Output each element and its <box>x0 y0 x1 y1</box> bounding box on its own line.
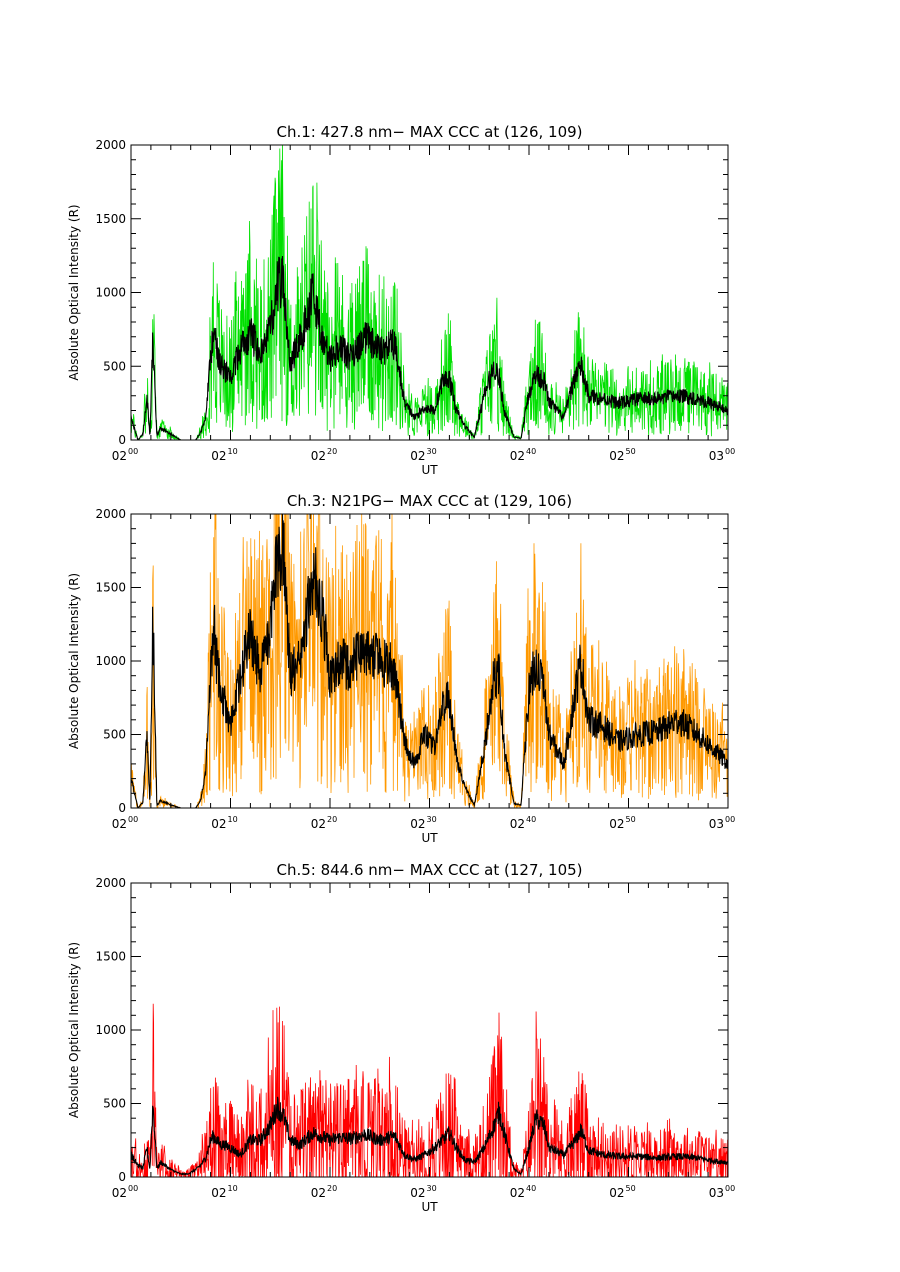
x-tick-label: 0210 <box>211 1184 237 1200</box>
x-axis-label: UT <box>421 1200 438 1214</box>
y-axis-label: Absolute Optical Intensity (R) <box>67 204 81 380</box>
chart-title: Ch.3: N21PG− MAX CCC at (129, 106) <box>287 492 572 510</box>
smoothed-series-line <box>131 255 728 440</box>
x-tick-label: 0230 <box>410 1184 436 1200</box>
y-tick-label: 0 <box>118 433 126 447</box>
y-tick-label: 1500 <box>95 950 126 964</box>
x-tick-label: 0220 <box>311 447 337 463</box>
x-tick-label: 0220 <box>311 1184 337 1200</box>
chart-title: Ch.5: 844.6 nm− MAX CCC at (127, 105) <box>276 861 582 879</box>
x-tick-label: 0250 <box>609 815 635 831</box>
y-axis-label: Absolute Optical Intensity (R) <box>67 573 81 749</box>
x-tick-label: 0200 <box>112 1184 138 1200</box>
plot-area <box>131 145 728 440</box>
smoothed-series-line <box>131 514 728 808</box>
y-axis-label: Absolute Optical Intensity (R) <box>67 942 81 1118</box>
chart-panel-1: Ch.1: 427.8 nm− MAX CCC at (126, 109) 0 50… <box>67 123 735 477</box>
y-tick-label: 500 <box>103 359 126 373</box>
y-tick-label: 1000 <box>95 1023 126 1037</box>
y-tick-label: 1500 <box>95 581 126 595</box>
raw-series-line <box>131 514 728 808</box>
y-tick-label: 2000 <box>95 507 126 521</box>
y-tick-label: 1500 <box>95 212 126 226</box>
y-tick-label: 0 <box>118 1170 126 1184</box>
x-tick-label: 0250 <box>609 1184 635 1200</box>
x-tick-label: 0210 <box>211 815 237 831</box>
chart-title: Ch.1: 427.8 nm− MAX CCC at (126, 109) <box>276 123 582 141</box>
plot-area <box>131 514 728 808</box>
x-tick-label: 0300 <box>709 815 735 831</box>
y-tick-label: 1000 <box>95 654 126 668</box>
x-tick-label: 0240 <box>510 1184 536 1200</box>
x-tick-label: 0230 <box>410 447 436 463</box>
x-tick-label: 0210 <box>211 447 237 463</box>
x-tick-label: 0200 <box>112 447 138 463</box>
x-tick-label: 0300 <box>709 1184 735 1200</box>
y-tick-label: 500 <box>103 728 126 742</box>
y-tick-label: 0 <box>118 801 126 815</box>
x-tick-label: 0250 <box>609 447 635 463</box>
x-tick-label: 0240 <box>510 447 536 463</box>
x-axis-label: UT <box>421 463 438 477</box>
raw-series-line <box>131 1003 728 1177</box>
x-tick-label: 0200 <box>112 815 138 831</box>
y-tick-label: 500 <box>103 1097 126 1111</box>
x-tick-label: 0240 <box>510 815 536 831</box>
chart-panel-3: Ch.5: 844.6 nm− MAX CCC at (127, 105) 0 50… <box>67 861 735 1214</box>
smoothed-series-line <box>131 1096 728 1176</box>
x-tick-label: 0220 <box>311 815 337 831</box>
y-tick-label: 2000 <box>95 876 126 890</box>
x-axis-label: UT <box>421 831 438 845</box>
x-tick-label: 0300 <box>709 447 735 463</box>
x-tick-label: 0230 <box>410 815 436 831</box>
chart-panel-2: Ch.3: N21PG− MAX CCC at (129, 106) 0 500 10… <box>67 492 735 845</box>
y-tick-label: 2000 <box>95 138 126 152</box>
plot-area <box>131 1003 728 1177</box>
y-tick-label: 1000 <box>95 286 126 300</box>
